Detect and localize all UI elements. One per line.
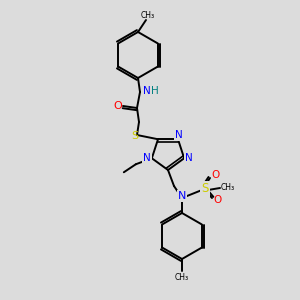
Text: O: O xyxy=(114,101,122,111)
Text: N: N xyxy=(143,86,151,96)
Text: O: O xyxy=(213,195,221,205)
Text: N: N xyxy=(143,153,151,163)
Text: S: S xyxy=(201,182,209,196)
Text: CH₃: CH₃ xyxy=(141,11,155,20)
Text: CH₃: CH₃ xyxy=(175,274,189,283)
Text: S: S xyxy=(131,131,139,141)
Text: N: N xyxy=(185,153,193,163)
Text: O: O xyxy=(211,170,219,180)
Text: H: H xyxy=(151,86,159,96)
Text: CH₃: CH₃ xyxy=(221,184,235,193)
Text: N: N xyxy=(178,191,186,201)
Text: N: N xyxy=(175,130,183,140)
